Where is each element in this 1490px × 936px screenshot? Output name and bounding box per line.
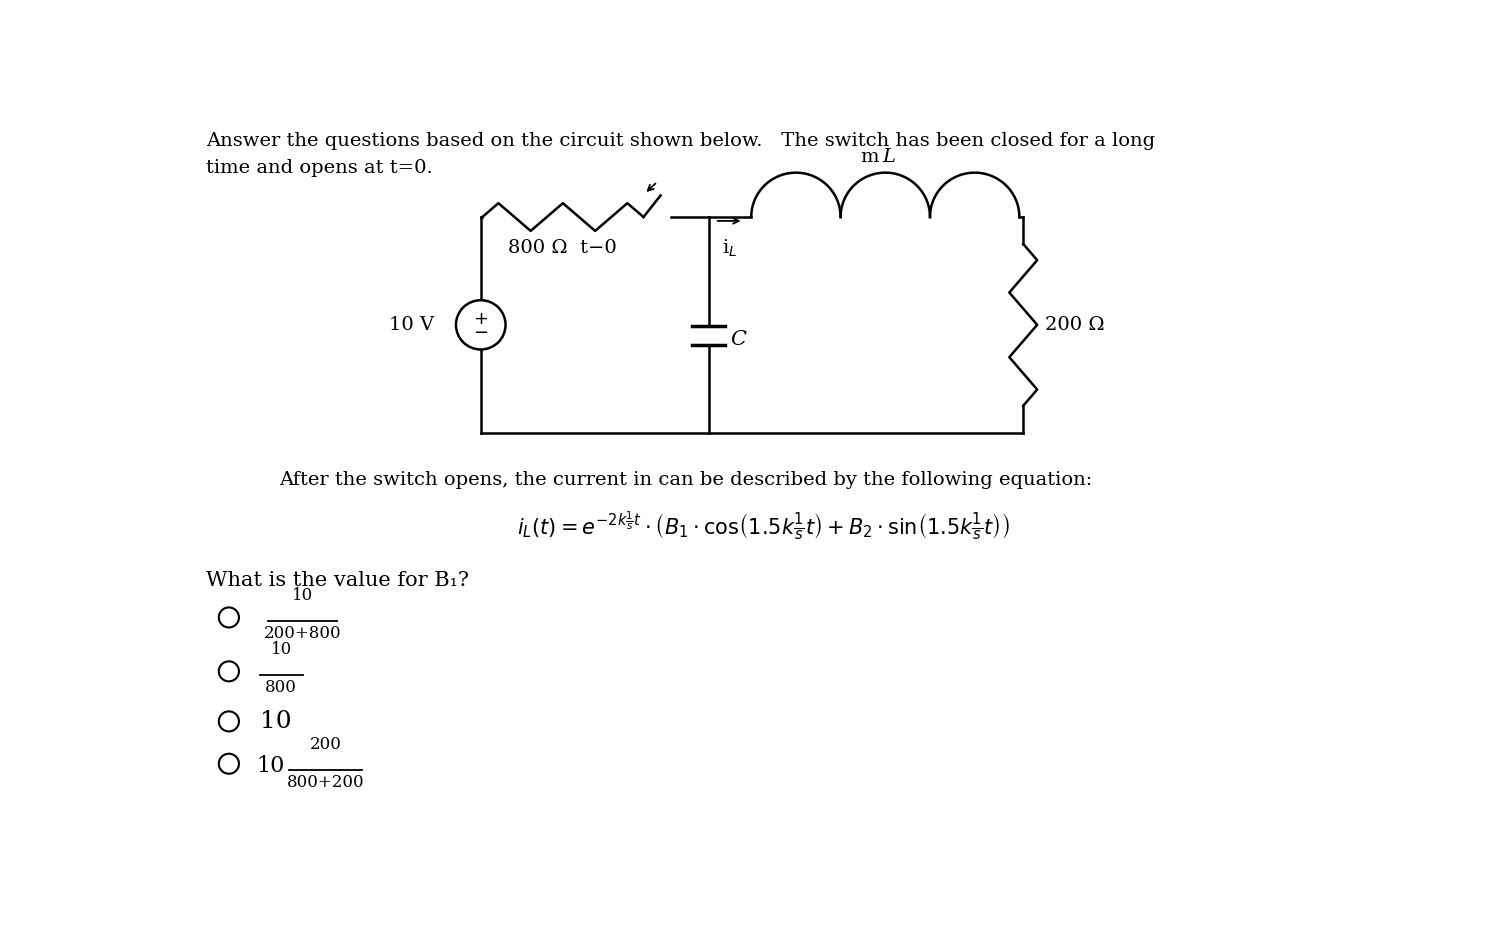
Circle shape [219,711,238,731]
Text: −: − [474,324,489,342]
Circle shape [219,607,238,627]
Text: m: m [861,149,879,167]
Text: $i_L(t) = e^{-2k\frac{1}{s}t} \cdot \left(B_1 \cdot \cos\!\left(1.5k\frac{1}{s}t: $i_L(t) = e^{-2k\frac{1}{s}t} \cdot \lef… [517,509,1010,542]
Text: What is the value for B₁?: What is the value for B₁? [206,571,469,591]
Circle shape [219,753,238,774]
Text: 10: 10 [256,755,285,777]
Text: L: L [882,149,895,167]
Text: After the switch opens, the current in can be described by the following equatio: After the switch opens, the current in c… [279,471,1092,490]
Text: C: C [730,330,746,349]
Text: Answer the questions based on the circuit shown below.   The switch has been clo: Answer the questions based on the circui… [206,132,1155,151]
Text: 10: 10 [259,709,292,733]
Text: 200: 200 [310,736,341,753]
Text: 200+800: 200+800 [264,625,341,642]
Text: 10: 10 [271,641,292,658]
Text: 800: 800 [265,679,297,696]
Circle shape [219,662,238,681]
Text: 800 Ω  t−0: 800 Ω t−0 [508,239,617,256]
Text: time and opens at t=0.: time and opens at t=0. [206,159,432,177]
Text: 200 Ω: 200 Ω [1044,315,1104,334]
Text: i$_L$: i$_L$ [721,238,736,259]
Text: 10 V: 10 V [389,315,434,334]
Text: 10: 10 [292,588,313,605]
Text: +: + [474,310,489,328]
Circle shape [456,300,505,349]
Text: 800+200: 800+200 [286,774,364,791]
